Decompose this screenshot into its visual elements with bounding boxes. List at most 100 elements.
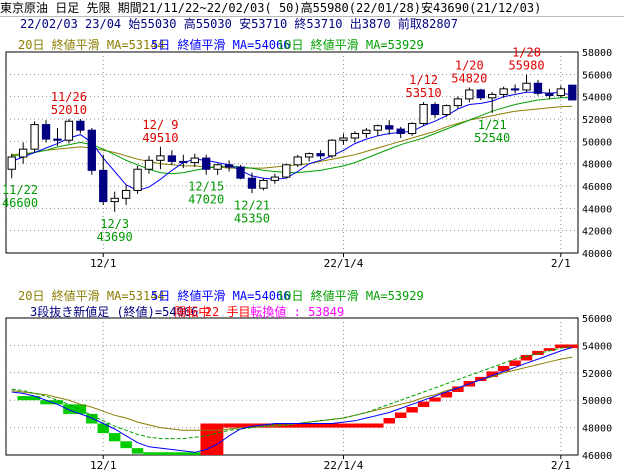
panel1-annotation-value: 49510 bbox=[142, 131, 178, 145]
panel2-y-tick-label: 46000 bbox=[582, 451, 612, 462]
panel2-renko-block bbox=[486, 371, 498, 377]
panel1-candle-body bbox=[179, 160, 188, 164]
panel2-x-tick-label: 2/1 bbox=[551, 459, 571, 472]
panel1-candle-body bbox=[442, 105, 451, 116]
panel1-candle-body bbox=[41, 124, 51, 140]
panel1-candle-body bbox=[316, 153, 325, 157]
panel1-candle-body bbox=[556, 88, 566, 97]
panel2-renko-block bbox=[394, 412, 407, 419]
panel2-renko-block bbox=[497, 365, 510, 372]
panel1-ma10-line bbox=[11, 97, 573, 175]
panel1-annotation-value: 47020 bbox=[188, 193, 224, 207]
panel2-info-text: 3段抜き新値足 (終値)=54066 bbox=[30, 304, 198, 319]
panel1-candle-body bbox=[510, 88, 520, 91]
panel1-candle-body bbox=[293, 156, 302, 166]
panel2-renko-block bbox=[406, 407, 418, 413]
panel1-legend-entry: 10日 終値平滑 MA=53929 bbox=[277, 37, 424, 52]
latest-quote: 22/02/03 23/04 始55030 高55030 安53710 終537… bbox=[20, 17, 459, 31]
panel2-renko-block bbox=[509, 360, 521, 366]
panel1-candle-body bbox=[121, 189, 131, 199]
panel2-x-tick-label: 12/1 bbox=[90, 459, 117, 472]
panel1-annotation-value: 45350 bbox=[234, 211, 270, 225]
panel2-renko-block bbox=[417, 401, 430, 408]
panel1-annotation-date: 1/28 bbox=[512, 46, 541, 60]
panel1-x-tick-label: 12/1 bbox=[90, 257, 117, 270]
panel1-candle-body bbox=[64, 120, 74, 141]
panel1-annotation-value: 43690 bbox=[97, 230, 133, 244]
panel1-candle-body bbox=[18, 148, 28, 158]
panel2-renko-block bbox=[131, 448, 144, 454]
panel2-renko-block bbox=[440, 391, 453, 398]
panel1-candle-body bbox=[385, 125, 394, 130]
panel1-candle-body bbox=[144, 159, 154, 170]
panel1-candle-body bbox=[76, 120, 85, 131]
panel1-y-tick-label: 50000 bbox=[582, 137, 612, 148]
panel1-y-tick-label: 54000 bbox=[582, 93, 612, 104]
panel2-renko-price-line bbox=[11, 347, 573, 453]
panel2-info-text: 22 手目 bbox=[205, 305, 251, 319]
panel2-renko-block bbox=[429, 397, 441, 402]
panel1-y-tick-label: 52000 bbox=[582, 115, 612, 126]
panel1-y-tick-label: 56000 bbox=[582, 70, 612, 81]
panel1-ma5-line bbox=[11, 91, 573, 192]
panel2-renko-block bbox=[475, 376, 487, 382]
panel2-renko-block bbox=[86, 413, 98, 424]
panel1-candle-body bbox=[453, 98, 463, 107]
panel1-candle-body bbox=[499, 88, 508, 95]
panel2-renko-block bbox=[120, 441, 132, 449]
panel1-annotation-value: 46600 bbox=[2, 196, 38, 210]
panel1-candle-body bbox=[430, 103, 440, 116]
chart-title: 東京原油 日足 先限 期間21/11/22~22/02/03( 50)高5598… bbox=[0, 1, 542, 15]
panel2-y-tick-label: 52000 bbox=[582, 369, 612, 380]
panel1-candle-body bbox=[327, 139, 337, 157]
panel1-candle-body bbox=[224, 164, 234, 168]
panel1-annotation-date: 1/21 bbox=[478, 118, 507, 132]
panel1-candle-body bbox=[270, 176, 280, 181]
panel2-renko-block bbox=[17, 396, 41, 401]
panel1-annotation-date: 1/20 bbox=[455, 59, 484, 73]
panel1-candle-body bbox=[488, 93, 497, 99]
panel1-candle-body bbox=[373, 125, 382, 131]
panel1-candle-body bbox=[304, 153, 314, 158]
panel1-annotation-date: 11/22 bbox=[2, 183, 38, 197]
panel1-candle-body bbox=[259, 179, 268, 189]
panel2-x-tick-label: 22/1/4 bbox=[324, 459, 364, 472]
panel2-renko-block bbox=[543, 348, 556, 351]
panel1-candle-body bbox=[110, 197, 119, 203]
panel2-y-tick-label: 48000 bbox=[582, 424, 612, 435]
panel2-renko-block bbox=[532, 350, 544, 355]
panel1-candle-body bbox=[568, 84, 577, 101]
panel2-info-text: 陽転中 bbox=[174, 304, 210, 319]
panel2-renko-block bbox=[97, 423, 109, 434]
panel1-candle-body bbox=[156, 155, 165, 161]
panel1-legend-entry: 20日 終値平滑 MA=53144 bbox=[18, 37, 165, 52]
panel2-renko-block bbox=[520, 354, 533, 361]
panel1-legend-entry: 5日 終値平滑 MA=54066 bbox=[151, 37, 290, 52]
panel1-candle-body bbox=[339, 137, 348, 141]
panel1-annotation-value: 54820 bbox=[451, 72, 487, 86]
panel1-annotation-date: 12/21 bbox=[234, 198, 270, 212]
panel1-candle-body bbox=[419, 103, 428, 124]
panel2-legend-entry: 5日 終値平滑 MA=54066 bbox=[151, 288, 290, 303]
panel1-y-tick-label: 46000 bbox=[582, 182, 612, 193]
panel2-plot-area bbox=[5, 317, 579, 456]
panel1-candle-body bbox=[545, 92, 554, 97]
panel2-ma10-line bbox=[11, 345, 573, 440]
panel1-annotation-date: 1/12 bbox=[409, 73, 438, 87]
panel1-y-tick-label: 40000 bbox=[582, 249, 612, 260]
panel2-renko-block bbox=[63, 404, 87, 414]
panel1-annotation-date: 12/ 9 bbox=[142, 118, 178, 132]
panel2-y-tick-label: 54000 bbox=[582, 341, 612, 352]
panel1-annotation-date: 11/26 bbox=[51, 90, 87, 104]
panel2-renko-block bbox=[452, 386, 464, 392]
panel2-legend-entry: 10日 終値平滑 MA=53929 bbox=[277, 288, 424, 303]
panel1-candle-body bbox=[202, 157, 211, 170]
panel2-info-text: 転換値 : 53849 bbox=[250, 304, 344, 319]
panel1-annotation-value: 53510 bbox=[405, 86, 441, 100]
panel1-candle-body bbox=[7, 156, 16, 170]
panel1-candle-body bbox=[282, 164, 291, 178]
panel1-candle-body bbox=[87, 129, 96, 171]
panel2-y-tick-label: 56000 bbox=[582, 314, 612, 325]
panel1-candle-body bbox=[465, 89, 474, 100]
